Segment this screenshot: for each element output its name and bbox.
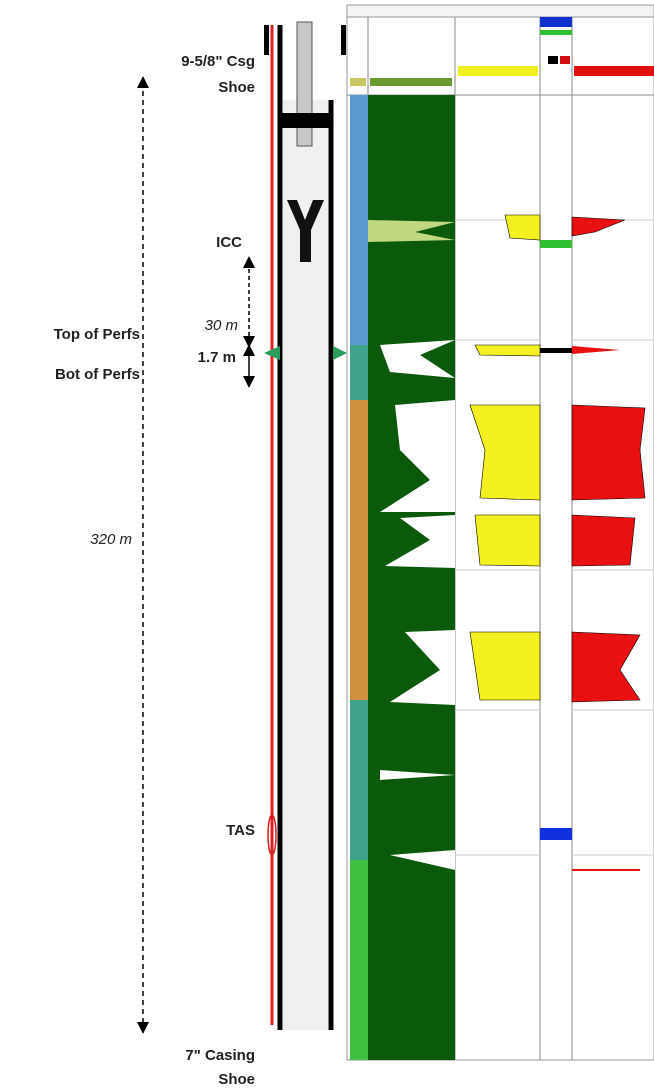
labels: 9-5/8" Csg Shoe ICC 30 m Top of Perfs 1.…: [54, 53, 255, 1088]
well-diagram: 9-5/8" Csg Shoe ICC 30 m Top of Perfs 1.…: [0, 0, 654, 1090]
label: 320 m: [90, 531, 132, 548]
label: 9-5/8" Csg: [181, 53, 255, 70]
well: [264, 22, 347, 1030]
label: Shoe: [218, 79, 255, 96]
log-panel: [347, 5, 654, 1060]
label: Shoe: [218, 1071, 255, 1088]
label: 1.7 m: [198, 349, 236, 366]
label: ICC: [216, 234, 242, 251]
label: Bot of Perfs: [55, 366, 140, 383]
label: 7" Casing: [185, 1047, 255, 1064]
label: TAS: [226, 822, 255, 839]
label: Top of Perfs: [54, 326, 140, 343]
label: 30 m: [205, 317, 238, 334]
